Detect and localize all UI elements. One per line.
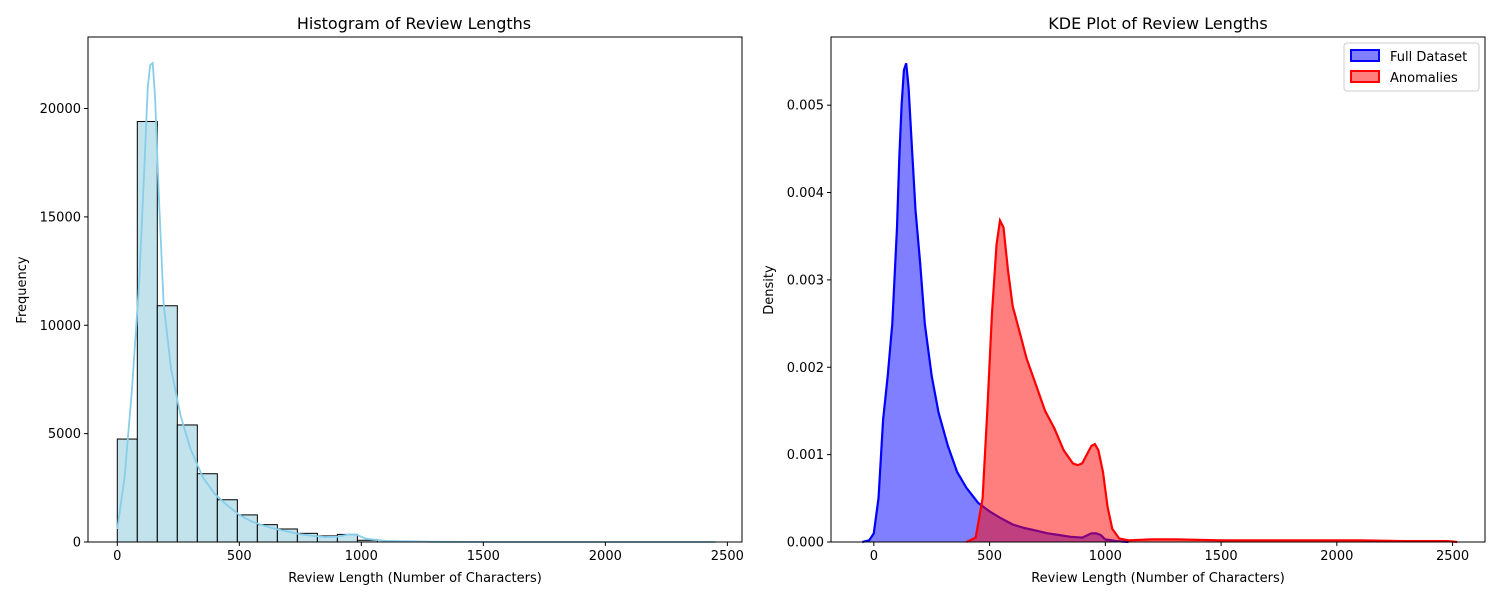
y-tick-label: 0.002 xyxy=(787,361,824,376)
y-tick-label: 10000 xyxy=(40,319,81,334)
x-tick-label: 2500 xyxy=(711,549,744,564)
y-tick-label: 0.004 xyxy=(787,186,824,201)
histogram-y-label: Frequency xyxy=(15,256,30,323)
histogram-kde-line xyxy=(116,61,716,543)
kde-x-ticks: 0 500 1000 1500 2000 2500 xyxy=(870,542,1469,564)
histogram-title: Histogram of Review Lengths xyxy=(297,14,531,33)
histogram-subplot: Histogram of Review Lengths 0 500 1000 1500… xyxy=(15,14,744,586)
legend-label-anomalies: Anomalies xyxy=(1390,71,1458,86)
x-tick-label: 500 xyxy=(227,549,252,564)
kde-frame xyxy=(830,36,1486,543)
x-tick-label: 1500 xyxy=(1205,549,1238,564)
y-tick-label: 0 xyxy=(73,536,81,551)
kde-series xyxy=(862,62,1458,544)
x-tick-label: 1000 xyxy=(345,549,378,564)
kde-area-full-dataset xyxy=(862,63,1129,542)
kde-area-anomalies xyxy=(966,220,1458,542)
histogram-bar xyxy=(136,121,158,543)
kde-y-label: Density xyxy=(762,265,777,315)
kde-line-anomalies xyxy=(965,216,1458,544)
histogram-frame xyxy=(87,36,743,543)
kde-title: KDE Plot of Review Lengths xyxy=(1048,14,1267,33)
y-tick-label: 0.001 xyxy=(787,448,824,463)
x-tick-label: 2500 xyxy=(1436,549,1469,564)
histogram-x-ticks: 0 500 1000 1500 2000 2500 xyxy=(113,542,744,564)
y-tick-label: 5000 xyxy=(48,427,81,442)
kde-legend: Full Dataset Anomalies xyxy=(1343,42,1480,92)
legend-swatch-anomalies xyxy=(1350,70,1380,83)
y-tick-label: 20000 xyxy=(40,102,81,117)
x-tick-label: 2000 xyxy=(1320,549,1353,564)
x-tick-label: 0 xyxy=(870,549,878,564)
kde-y-ticks: 0.000 0.001 0.002 0.003 0.004 0.005 xyxy=(787,99,831,551)
x-tick-label: 1000 xyxy=(1089,549,1122,564)
kde-x-label: Review Length (Number of Characters) xyxy=(1031,571,1285,586)
x-tick-label: 1500 xyxy=(467,549,500,564)
legend-label-full-dataset: Full Dataset xyxy=(1390,50,1467,65)
kde-subplot: KDE Plot of Review Lengths 0 500 1000 1500 2… xyxy=(762,14,1486,586)
x-tick-label: 2000 xyxy=(589,549,622,564)
legend-swatch-full-dataset xyxy=(1350,49,1380,62)
y-tick-label: 0.000 xyxy=(787,536,824,551)
y-tick-label: 0.003 xyxy=(787,273,824,288)
y-tick-label: 0.005 xyxy=(787,99,824,114)
histogram-bar xyxy=(176,424,198,543)
histogram-x-label: Review Length (Number of Characters) xyxy=(288,571,542,586)
x-tick-label: 0 xyxy=(113,549,121,564)
y-tick-label: 15000 xyxy=(40,210,81,225)
histogram-y-ticks: 0 5000 10000 15000 20000 xyxy=(40,102,88,551)
x-tick-label: 500 xyxy=(977,549,1002,564)
